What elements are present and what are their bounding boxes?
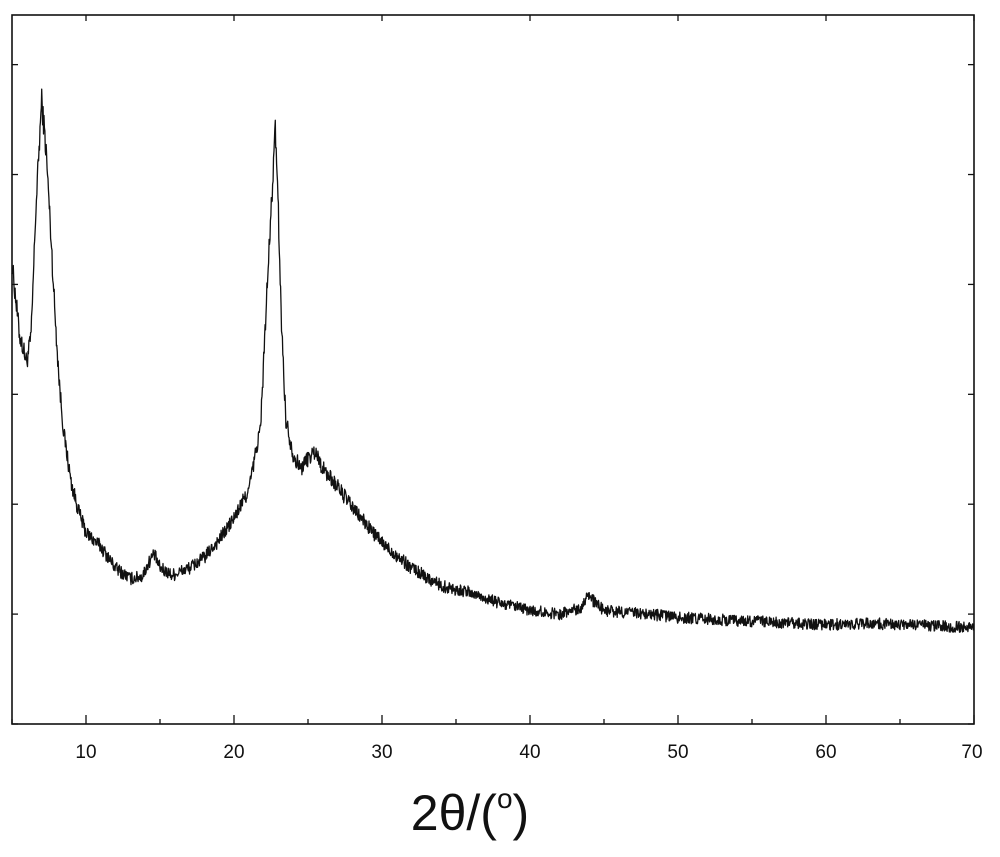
x-tick-label: 10 <box>75 742 96 763</box>
tick-label-group: 10 20 30 40 50 60 70 <box>75 742 982 763</box>
x-tick-label: 60 <box>815 742 836 763</box>
plot-frame <box>12 15 974 724</box>
x-tick-label: 70 <box>961 742 982 763</box>
x-tick-label: 50 <box>667 742 688 763</box>
x-tick-label: 20 <box>223 742 244 763</box>
x-axis-title-degree: o <box>497 783 513 814</box>
x-axis-title-close: ) <box>513 785 530 841</box>
x-axis-title-main: 2θ/( <box>411 785 498 841</box>
x-tick-label: 30 <box>371 742 392 763</box>
x-tick-label: 40 <box>519 742 540 763</box>
x-axis-title: 2θ/(o) <box>411 783 529 841</box>
series-line <box>12 89 974 632</box>
tick-group <box>12 15 974 724</box>
